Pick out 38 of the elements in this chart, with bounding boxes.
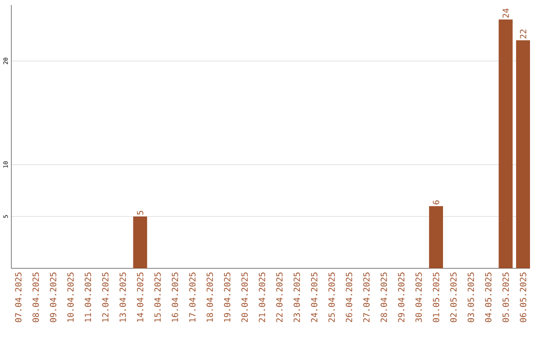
x-tick-label: 22.04.2025 [276,272,283,322]
bar [429,206,444,268]
x-tick-label: 21.04.2025 [258,272,266,322]
x-tick-label: 07.04.2025 [15,272,22,322]
x-tick-label: 09.04.2025 [50,272,56,322]
data-label: 24 [502,8,509,18]
x-tick-label: 18.04.2025 [206,272,213,322]
x-tick-label: 05.05.2025 [502,272,509,322]
x-tick-label: 27.04.2025 [363,272,370,322]
x-tick-label: 20.04.2025 [241,272,248,322]
x-tick-label: 12.04.2025 [102,272,109,322]
data-label: 5 [137,210,144,215]
x-tick-label: 02.05.2025 [450,272,457,322]
x-tick-label: 06.05.2025 [520,272,526,322]
x-tick-label: 08.04.2025 [32,272,39,322]
x-tick-label: 26.04.2025 [346,272,352,322]
x-tick-label: 19.04.2025 [224,272,230,322]
x-tick-label: 15.04.2025 [154,272,161,322]
x-tick-label: 29.04.2025 [398,272,404,322]
data-label: 6 [432,200,440,204]
x-tick-label: 25.04.2025 [328,272,335,322]
x-tick-label: 04.05.2025 [485,272,492,322]
x-tick-label: 03.05.2025 [468,272,474,322]
x-tick-label: 17.04.2025 [189,272,196,322]
x-tick-label: 28.04.2025 [380,272,388,322]
x-tick-label: 24.04.2025 [311,272,318,322]
x-tick-label: 16.04.2025 [172,272,178,322]
x-tick-label: 14.04.2025 [136,272,144,322]
x-tick-label: 10.04.2025 [67,272,74,322]
x-tick-label: 30.04.2025 [415,272,422,322]
bar [498,19,513,268]
bar [133,216,148,268]
x-tick-label: 13.04.2025 [120,272,126,322]
data-label: 22 [520,30,526,38]
x-tick-label: 23.04.2025 [294,272,300,322]
x-tick-label: 01.05.2025 [432,272,440,322]
bar [516,40,530,268]
x-tick-label: 11.04.2025 [84,272,92,322]
